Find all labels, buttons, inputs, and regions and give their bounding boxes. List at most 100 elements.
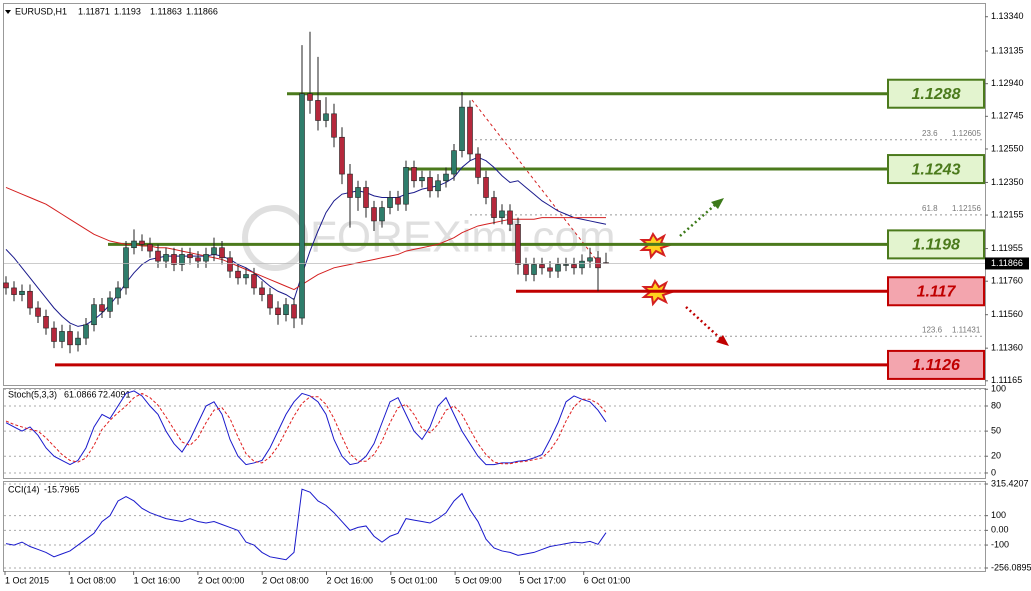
fib-price: 1.12605	[952, 129, 981, 138]
level-label: 1.1126	[912, 357, 960, 374]
header-high: 1.1193	[114, 6, 141, 16]
candle-body	[259, 287, 265, 295]
candle-body	[235, 270, 241, 279]
cci-line	[5, 488, 607, 561]
y-tick-label: -256.0895	[991, 562, 1031, 572]
candle-body	[475, 153, 481, 178]
price-tag-label: 1.11866	[991, 258, 1023, 268]
y-tick-label: 1.11955	[991, 243, 1023, 253]
candle-body	[491, 197, 497, 218]
x-tick-label: 5 Oct 01:00	[391, 575, 438, 585]
candle-body	[587, 257, 593, 262]
level-box	[887, 276, 985, 307]
candle-body	[27, 290, 33, 309]
y-tick-label: 315.4207	[991, 478, 1029, 488]
cci-name: CCI(14)	[8, 484, 40, 494]
candle-body	[139, 240, 145, 245]
fib-level: 23.6	[922, 129, 938, 138]
candle-body	[227, 257, 233, 272]
candle-body	[267, 294, 273, 309]
candle-body	[147, 244, 153, 252]
candle-body	[371, 207, 377, 222]
stoch-name: Stoch(5,3,3)	[8, 389, 57, 399]
x-tick-label: 1 Oct 16:00	[134, 575, 181, 585]
candle-body	[339, 136, 345, 175]
y-tick-label: 0	[991, 467, 996, 477]
y-tick-label: 20	[991, 451, 1001, 461]
candle-body	[547, 267, 553, 272]
level-box	[887, 78, 985, 109]
x-tick-label: 5 Oct 09:00	[455, 575, 502, 585]
y-tick-label: 1.12745	[991, 111, 1024, 121]
x-tick-label: 5 Oct 17:00	[519, 575, 566, 585]
candle-body	[531, 264, 537, 275]
candle-body	[251, 274, 257, 289]
arrow-up	[679, 198, 724, 237]
moving-average	[5, 156, 607, 327]
candle-body	[243, 274, 249, 279]
candle-body	[363, 187, 369, 208]
candle-body	[403, 167, 409, 205]
x-tick-label: 1 Oct 08:00	[69, 575, 116, 585]
candle-body	[579, 260, 585, 269]
y-tick-label: -100	[991, 539, 1009, 549]
y-tick-label: 1.11165	[991, 375, 1022, 385]
candle-body	[131, 240, 137, 249]
candle-body	[219, 247, 225, 259]
candle-body	[315, 100, 321, 121]
level-box	[887, 349, 985, 380]
header-symbol: EURUSD,H1	[15, 6, 67, 16]
candle-body	[155, 250, 161, 262]
stoch-panel	[3, 388, 986, 479]
candle-body	[107, 297, 113, 312]
candle-body	[523, 264, 529, 275]
candle-body	[539, 264, 545, 269]
x-tick-label: 2 Oct 00:00	[198, 575, 245, 585]
candle-body	[499, 210, 505, 218]
candle-body	[19, 290, 25, 295]
menu-arrow	[5, 10, 11, 14]
y-tick-label: 1.11760	[991, 276, 1023, 286]
candle-body	[11, 287, 17, 295]
candle-body	[411, 167, 417, 182]
moving-average	[5, 187, 606, 291]
candle-body	[387, 197, 393, 208]
candle-body	[75, 337, 81, 346]
stoch-line	[5, 390, 607, 466]
candle-body	[35, 307, 41, 317]
y-tick-label: 1.11560	[991, 309, 1023, 319]
candle-body	[291, 304, 297, 319]
candle-body	[123, 247, 129, 289]
candle-body	[195, 257, 201, 262]
y-tick-label: 1.12940	[991, 78, 1024, 88]
level-label: 1.1288	[912, 86, 961, 103]
y-tick-label: 0.00	[991, 525, 1009, 535]
level-label: 1.1198	[912, 237, 960, 254]
x-tick-label: 2 Oct 08:00	[262, 575, 309, 585]
candle-body	[83, 324, 89, 339]
y-tick-label: 1.12155	[991, 209, 1024, 219]
candle-body	[435, 180, 441, 192]
candle-body	[379, 207, 385, 222]
candle-body	[203, 254, 209, 262]
candle-body	[307, 93, 313, 101]
candle-body	[91, 304, 97, 326]
y-tick-label: 100	[991, 384, 1006, 394]
x-tick-label: 6 Oct 01:00	[584, 575, 631, 585]
y-tick-label: 1.12550	[991, 143, 1024, 153]
stoch-signal-value: 72.4091	[98, 389, 131, 399]
candle-body	[347, 173, 353, 198]
candle-body	[3, 282, 9, 289]
candle-body	[163, 254, 169, 262]
candle-body	[571, 264, 577, 269]
candle-body	[299, 93, 305, 319]
candle-body	[275, 307, 281, 315]
candle-body	[51, 327, 57, 342]
level-label: 1.117	[917, 283, 957, 300]
level-box	[887, 154, 985, 185]
candle-body	[43, 316, 49, 329]
candle-body	[419, 177, 425, 182]
